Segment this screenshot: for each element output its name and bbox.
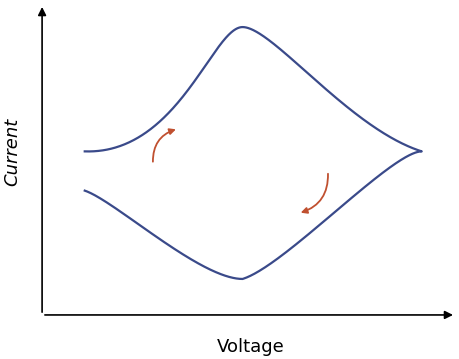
Text: Voltage: Voltage <box>217 338 285 356</box>
Text: Current: Current <box>3 117 21 186</box>
